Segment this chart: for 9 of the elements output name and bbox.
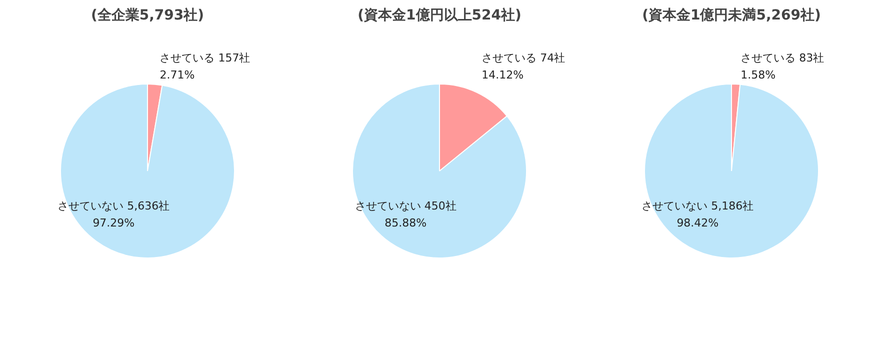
slice-label: させている 157社 2.71% [160, 52, 250, 82]
slice-label: させていない 5,636社 97.29% [58, 200, 170, 230]
slice-label: させていない 450社 85.88% [354, 200, 456, 230]
slice-label: させていない 5,186社 98.42% [642, 200, 754, 230]
chart-title: (資本金1億円以上524社) [358, 6, 522, 24]
chart-title: (資本金1億円未満5,269社) [642, 6, 821, 24]
chart-title: (全企業5,793社) [90, 8, 204, 24]
slice-label: させている 74社 14.12% [482, 52, 566, 82]
slice-label: させている 83社 1.58% [740, 52, 824, 82]
